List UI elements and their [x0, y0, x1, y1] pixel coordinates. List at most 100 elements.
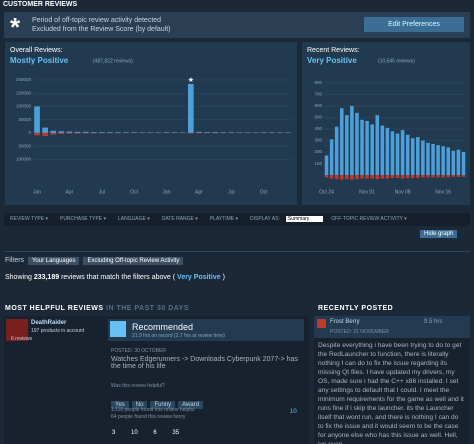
- filter-dropdown[interactable]: LANGUAGE ▾: [118, 216, 150, 222]
- negative-bar: [436, 175, 440, 178]
- bar: [115, 132, 121, 133]
- bar: [329, 139, 334, 176]
- bar: [147, 132, 154, 133]
- bar: [324, 155, 329, 176]
- verdict: Recommended: [132, 322, 194, 332]
- banner: * Period of off-topic review activity de…: [4, 12, 470, 42]
- bar: [244, 132, 251, 133]
- bar: [385, 127, 390, 176]
- bar: [334, 126, 339, 176]
- bar: [375, 115, 380, 176]
- negative-bar: [82, 132, 89, 134]
- author[interactable]: Frost Berry: [330, 319, 360, 325]
- bar: [98, 132, 105, 133]
- bar: [123, 132, 129, 133]
- bar: [74, 131, 81, 133]
- x-tick-label: Oct: [130, 189, 138, 195]
- negative-bar: [360, 175, 364, 179]
- negative-bar: [375, 175, 380, 180]
- btn[interactable]: Award: [178, 401, 204, 409]
- bar: [461, 152, 466, 176]
- negative-bar: [365, 175, 369, 179]
- header: CUSTOMER REVIEWS: [3, 1, 78, 8]
- comments[interactable]: 10: [290, 409, 297, 415]
- bar: [171, 132, 178, 133]
- review-text: Watches Edgerunners -> Downloads Cyberpu…: [111, 356, 298, 370]
- negative-bar: [380, 175, 385, 179]
- t: reviews that match the filters above (: [61, 274, 176, 281]
- negative-bar: [426, 175, 430, 178]
- y-tick-label: 0: [28, 130, 31, 135]
- bar: [82, 131, 89, 133]
- y-tick-label: 200: [314, 149, 322, 154]
- negative-bar: [74, 132, 81, 134]
- bar: [90, 132, 97, 133]
- products: 197 products in account: [31, 328, 85, 334]
- thumb: [110, 321, 126, 337]
- negative-bar: [421, 175, 425, 178]
- bar: [155, 132, 162, 133]
- bar: [42, 127, 48, 133]
- filter-dropdown[interactable]: REVIEW TYPE ▾: [10, 216, 48, 222]
- bar: [456, 149, 461, 176]
- filter-dropdown[interactable]: PURCHASE TYPE ▾: [59, 216, 107, 222]
- award: 6: [153, 430, 157, 436]
- filter-dropdown[interactable]: OFF-TOPIC REVIEW ACTIVITY ▾: [331, 216, 407, 222]
- bar: [370, 124, 374, 176]
- bar: [187, 83, 194, 133]
- btn[interactable]: Funny: [150, 401, 176, 409]
- filter-bar: REVIEW TYPE ▾ PURCHASE TYPE ▾ LANGUAGE ▾ DA…: [4, 213, 470, 226]
- filter-dropdown[interactable]: PLAYTIME ▾: [209, 216, 239, 222]
- filter-dropdown[interactable]: DATE RANGE ▾: [161, 216, 198, 222]
- author[interactable]: DeathRaider: [31, 320, 67, 326]
- y-tick-label: 300: [314, 138, 322, 143]
- question: Was this review helpful?: [111, 383, 165, 389]
- bar: [345, 115, 349, 176]
- posted: POSTED: 21 NOVEMBER: [330, 329, 389, 335]
- edit-preferences[interactable]: Edit Preferences: [364, 17, 464, 32]
- y-tick-label: 100: [314, 161, 322, 166]
- reviews: 6 reviews: [11, 336, 33, 342]
- bar: [410, 138, 415, 176]
- display-select[interactable]: Summary: [285, 216, 324, 222]
- bar: [360, 119, 364, 176]
- bar: [268, 132, 275, 133]
- bar: [400, 130, 405, 176]
- negative-bar: [395, 175, 400, 178]
- bar: [131, 132, 138, 133]
- awards: 3 10 6 35: [112, 430, 179, 436]
- bar: [34, 106, 40, 133]
- bar: [163, 132, 170, 133]
- review: DeathRaider 197 products in account 6 re…: [4, 316, 309, 444]
- y-tick-label: 150000: [16, 90, 32, 95]
- bar: [107, 132, 113, 133]
- x-tick-label: Apr: [195, 189, 203, 195]
- t: IN THE PAST 30 DAYS: [106, 305, 190, 312]
- x-tick-label: Nov 01: [359, 189, 375, 195]
- recent-head: [314, 316, 470, 338]
- btn[interactable]: No: [131, 401, 148, 409]
- bar: [431, 143, 435, 176]
- negative-bar: [339, 175, 344, 180]
- bar: [212, 132, 218, 133]
- bar: [179, 132, 186, 133]
- x-tick-label: Jan: [163, 189, 171, 195]
- review-count: (10,545 reviews): [378, 58, 415, 64]
- hours: 21.9 hrs on record (2.7 hrs at review ti…: [132, 333, 225, 339]
- posted: POSTED: 30 OCTOBER: [111, 348, 166, 354]
- btn[interactable]: Yes: [111, 401, 129, 409]
- chip[interactable]: Excluding Off-topic Review Activity: [83, 257, 184, 265]
- recent-chart: Recent Reviews: Very Positive (10,545 re…: [302, 42, 470, 205]
- section-title: RECENTLY POSTED: [318, 305, 394, 312]
- negative-bar: [187, 132, 194, 134]
- filters: Filters Your Languages Excluding Off-topi…: [5, 257, 187, 265]
- showing: Showing 233,189 reviews that match the f…: [5, 274, 225, 281]
- bar: [66, 131, 73, 133]
- filter-dropdown[interactable]: DISPLAY AS:: [250, 216, 280, 222]
- banner-icon: *: [10, 12, 21, 42]
- chip[interactable]: Your Languages: [27, 257, 80, 265]
- review-text: Despite everything i have been trying to…: [318, 342, 464, 444]
- hide-graph[interactable]: Hide graph: [420, 230, 458, 238]
- bar: [421, 140, 425, 176]
- negative-bar: [385, 175, 390, 179]
